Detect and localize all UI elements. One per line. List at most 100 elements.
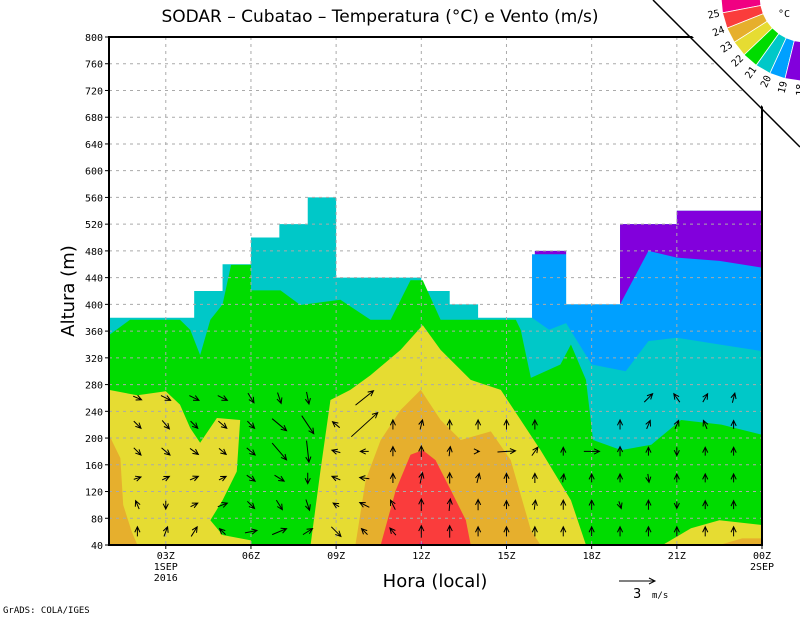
wind-arrow bbox=[473, 448, 481, 455]
wind-arrow bbox=[588, 525, 595, 537]
wind-arrow bbox=[389, 499, 396, 510]
wind-arrow bbox=[218, 475, 228, 482]
colorbar-label: 20 bbox=[759, 74, 774, 90]
wind-arrow bbox=[446, 471, 453, 484]
y-tick-label: 200 bbox=[85, 434, 103, 445]
y-tick-label: 40 bbox=[91, 541, 103, 552]
wind-arrow bbox=[730, 392, 737, 403]
x-tick-label: 18Z bbox=[583, 551, 601, 562]
reference-unit: m/s bbox=[652, 591, 668, 601]
wind-arrow bbox=[446, 418, 453, 430]
wind-arrow bbox=[132, 394, 143, 401]
wind-arrow bbox=[304, 499, 311, 512]
y-tick-label: 440 bbox=[85, 274, 103, 285]
y-tick-label: 160 bbox=[85, 461, 103, 472]
wind-arrow bbox=[389, 418, 396, 430]
wind-arrow bbox=[360, 527, 368, 535]
wind-arrow bbox=[161, 447, 171, 456]
wind-arrow bbox=[418, 418, 425, 430]
wind-arrow bbox=[588, 472, 595, 483]
wind-arrow bbox=[134, 499, 141, 510]
wind-arrow bbox=[673, 419, 680, 430]
colorbar-label: 19 bbox=[777, 80, 791, 94]
wind-arrow bbox=[271, 527, 288, 536]
wind-arrow bbox=[276, 392, 283, 405]
wind-arrow bbox=[389, 527, 397, 536]
y-axis-label: Altura (m) bbox=[58, 245, 79, 337]
grid-lines bbox=[109, 37, 762, 545]
wind-arrow bbox=[702, 525, 709, 537]
wind-arrow bbox=[246, 447, 257, 456]
wind-arrow bbox=[446, 524, 453, 538]
wind-arrow bbox=[673, 447, 680, 457]
wind-arrow bbox=[418, 471, 425, 484]
wind-arrow bbox=[643, 392, 654, 403]
wind-arrow bbox=[702, 446, 709, 456]
colorbar-label: 23 bbox=[719, 40, 735, 56]
wind-arrow bbox=[616, 525, 624, 537]
wind-arrow bbox=[475, 472, 481, 484]
wind-arrow bbox=[305, 440, 312, 464]
wind-arrow bbox=[503, 418, 510, 430]
wind-arrow bbox=[218, 420, 228, 430]
wind-arrow bbox=[301, 415, 315, 435]
wind-arrow bbox=[218, 527, 226, 535]
wind-arrow bbox=[160, 395, 172, 401]
contour-region-18-19 bbox=[620, 210, 762, 305]
wind-arrow bbox=[616, 445, 624, 457]
wind-arrow bbox=[531, 418, 538, 430]
wind-arrow bbox=[133, 475, 143, 482]
wind-arrow bbox=[583, 448, 601, 455]
colorbar-label: 24 bbox=[711, 25, 726, 40]
wind-arrow bbox=[359, 448, 369, 455]
x-tick-label: 12Z bbox=[412, 551, 430, 562]
wind-arrow bbox=[730, 446, 737, 456]
wind-arrow bbox=[275, 499, 283, 511]
reference-value: 3 bbox=[633, 587, 641, 602]
colorbar-divider bbox=[652, 0, 800, 148]
wind-arrow bbox=[616, 501, 623, 510]
wind-arrow bbox=[645, 525, 652, 537]
wind-arrow bbox=[330, 448, 341, 455]
y-tick-label: 280 bbox=[85, 381, 103, 392]
wind-arrow bbox=[418, 444, 425, 457]
contour-region-24-25 bbox=[380, 450, 471, 545]
y-tick-label: 480 bbox=[85, 247, 103, 258]
wind-arrow bbox=[616, 418, 624, 430]
wind-arrow bbox=[330, 526, 342, 538]
wind-arrow bbox=[161, 420, 171, 430]
wind-vectors bbox=[132, 390, 737, 538]
x-tick-label: 06Z bbox=[242, 551, 260, 562]
wind-arrow bbox=[162, 500, 169, 511]
wind-arrow bbox=[475, 525, 482, 537]
y-tick-label: 120 bbox=[85, 488, 103, 499]
wind-arrow bbox=[673, 525, 680, 537]
wind-arrow bbox=[531, 525, 538, 537]
y-tick-label: 560 bbox=[85, 193, 103, 204]
wind-arrow bbox=[134, 525, 141, 537]
y-tick-label: 720 bbox=[85, 86, 103, 97]
wind-arrow bbox=[189, 475, 200, 482]
wind-arrow bbox=[246, 474, 257, 482]
wind-arrow bbox=[503, 472, 510, 483]
wind-arrow bbox=[645, 446, 652, 456]
wind-arrow bbox=[475, 418, 482, 430]
colorbar-unit: °C bbox=[778, 9, 790, 20]
wind-arrow bbox=[244, 528, 259, 535]
wind-arrow bbox=[358, 501, 370, 508]
wind-arrow bbox=[162, 525, 169, 537]
wind-arrow bbox=[446, 445, 453, 457]
contour-region-19-20 bbox=[532, 224, 762, 372]
wind-arrow bbox=[673, 392, 681, 403]
wind-arrow bbox=[560, 446, 567, 456]
wind-arrow bbox=[645, 419, 652, 430]
wind-arrow bbox=[730, 472, 737, 483]
reference-vector: 3 m/s bbox=[619, 577, 668, 602]
wind-arrow bbox=[189, 448, 200, 456]
x-tick-label: 03Z bbox=[157, 551, 175, 562]
wind-arrow bbox=[497, 448, 517, 455]
wind-arrow bbox=[730, 499, 737, 510]
wind-arrow bbox=[503, 525, 510, 537]
wind-arrow bbox=[531, 472, 538, 483]
